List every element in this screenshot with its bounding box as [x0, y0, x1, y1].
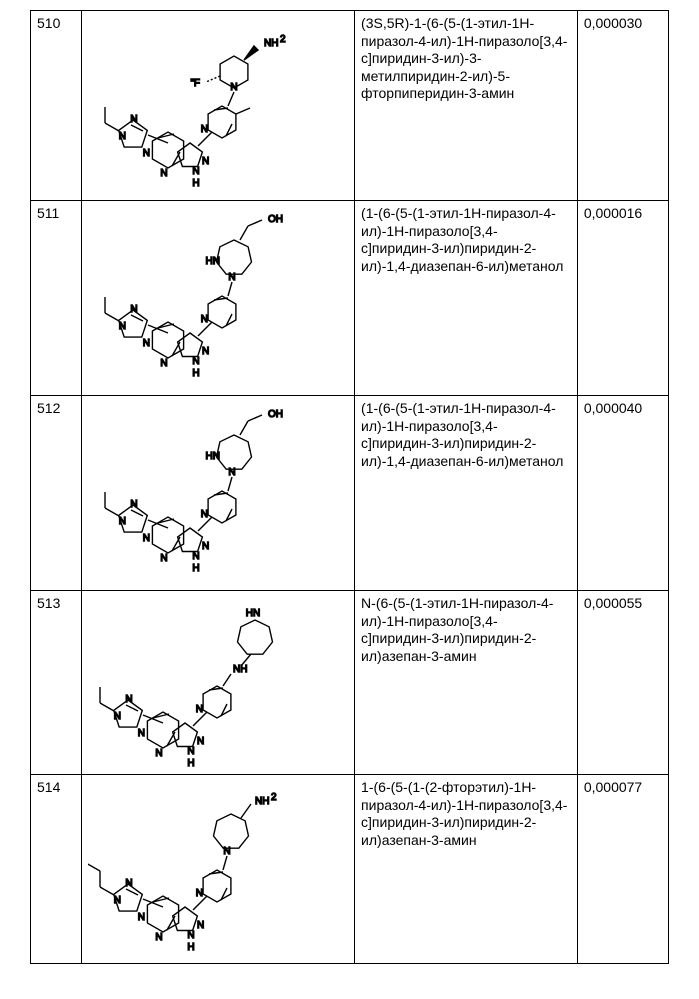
svg-text:H: H: [187, 758, 194, 769]
svg-text:N: N: [160, 553, 167, 564]
svg-text:F: F: [194, 78, 200, 89]
compound-value: 0,000016: [577, 201, 668, 396]
compound-name: (3S,5R)-1-(6-(5-(1-этил-1H-пиразол-4-ил)…: [355, 11, 578, 201]
structure-cell: NNNNNNHNNHHN: [81, 591, 354, 775]
compound-name: 1-(6-(5-(1-(2-фторэтил)-1H-пиразол-4-ил)…: [355, 775, 578, 964]
compound-name: (1-(6-(5-(1-этил-1H-пиразол-4-ил)-1H-пир…: [355, 201, 578, 396]
compound-id: 511: [31, 201, 82, 396]
svg-text:H: H: [187, 942, 194, 953]
svg-text:N: N: [201, 124, 208, 135]
compound-table: 510NNNNNNHNNNH2F"(3S,5R)-1-(6-(5-(1-этил…: [30, 10, 669, 964]
svg-text:N: N: [160, 168, 167, 179]
svg-text:N: N: [130, 499, 137, 510]
svg-text:N: N: [187, 930, 194, 941]
table-row: 513NNNNNNHNNHHNN-(6-(5-(1-этил-1H-пиразо…: [31, 591, 669, 775]
svg-text:N: N: [201, 509, 208, 520]
svg-text:NH: NH: [255, 796, 269, 807]
svg-text:": ": [190, 78, 194, 89]
compound-value: 0,000077: [577, 775, 668, 964]
svg-text:N: N: [192, 356, 199, 367]
svg-text:N: N: [130, 304, 137, 315]
compound-value: 0,000040: [577, 396, 668, 591]
compound-name: N-(6-(5-(1-этил-1H-пиразол-4-ил)-1H-пира…: [355, 591, 578, 775]
svg-text:N: N: [202, 541, 209, 552]
svg-text:N: N: [138, 912, 145, 923]
svg-text:NH: NH: [264, 38, 278, 49]
svg-text:N: N: [192, 166, 199, 177]
svg-text:N: N: [160, 358, 167, 369]
compound-value: 0,000030: [577, 11, 668, 201]
svg-text:N: N: [114, 895, 121, 906]
svg-text:HN: HN: [246, 608, 260, 619]
svg-text:N: N: [138, 728, 145, 739]
svg-text:N: N: [155, 932, 162, 943]
svg-text:2: 2: [271, 792, 277, 803]
compound-id: 512: [31, 396, 82, 591]
svg-text:N: N: [202, 346, 209, 357]
svg-text:NH: NH: [233, 664, 247, 675]
svg-text:N: N: [197, 736, 204, 747]
svg-text:N: N: [196, 704, 203, 715]
svg-text:N: N: [125, 694, 132, 705]
svg-text:N: N: [130, 114, 137, 125]
structure-cell: NNNNNNHNNHNOH: [81, 396, 354, 591]
svg-text:OH: OH: [268, 409, 283, 420]
svg-text:N: N: [119, 516, 126, 527]
svg-text:N: N: [143, 338, 150, 349]
compound-id: 513: [31, 591, 82, 775]
compound-id: 514: [31, 775, 82, 964]
compound-value: 0,000055: [577, 591, 668, 775]
svg-text:N: N: [196, 888, 203, 899]
svg-text:N: N: [119, 321, 126, 332]
table-row: 512NNNNNNHNNHNOH(1-(6-(5-(1-этил-1H-пира…: [31, 396, 669, 591]
structure-cell: NNFNNNNHNNNH2: [81, 775, 354, 964]
svg-text:N: N: [155, 748, 162, 759]
svg-text:N: N: [192, 551, 199, 562]
compound-name: (1-(6-(5-(1-этил-1H-пиразол-4-ил)-1H-пир…: [355, 396, 578, 591]
svg-text:N: N: [114, 711, 121, 722]
svg-text:H: H: [192, 368, 199, 379]
table-row: 514NNFNNNNHNNNH21-(6-(5-(1-(2-фторэтил)-…: [31, 775, 669, 964]
svg-text:OH: OH: [268, 214, 283, 225]
svg-text:2: 2: [280, 34, 286, 45]
svg-text:N: N: [143, 148, 150, 159]
table-row: 511NNNNNNHNNHNOH(1-(6-(5-(1-этил-1H-пира…: [31, 201, 669, 396]
svg-text:N: N: [143, 533, 150, 544]
svg-text:N: N: [119, 131, 126, 142]
svg-text:H: H: [192, 563, 199, 574]
svg-text:N: N: [197, 920, 204, 931]
svg-text:N: N: [202, 156, 209, 167]
svg-text:H: H: [192, 178, 199, 189]
svg-text:HN: HN: [205, 256, 219, 267]
structure-cell: NNNNNNHNNHNOH: [81, 201, 354, 396]
table-row: 510NNNNNNHNNNH2F"(3S,5R)-1-(6-(5-(1-этил…: [31, 11, 669, 201]
compound-id: 510: [31, 11, 82, 201]
svg-text:N: N: [201, 314, 208, 325]
structure-cell: NNNNNNHNNNH2F": [81, 11, 354, 201]
svg-text:N: N: [125, 878, 132, 889]
svg-text:N: N: [187, 746, 194, 757]
svg-text:HN: HN: [205, 451, 219, 462]
